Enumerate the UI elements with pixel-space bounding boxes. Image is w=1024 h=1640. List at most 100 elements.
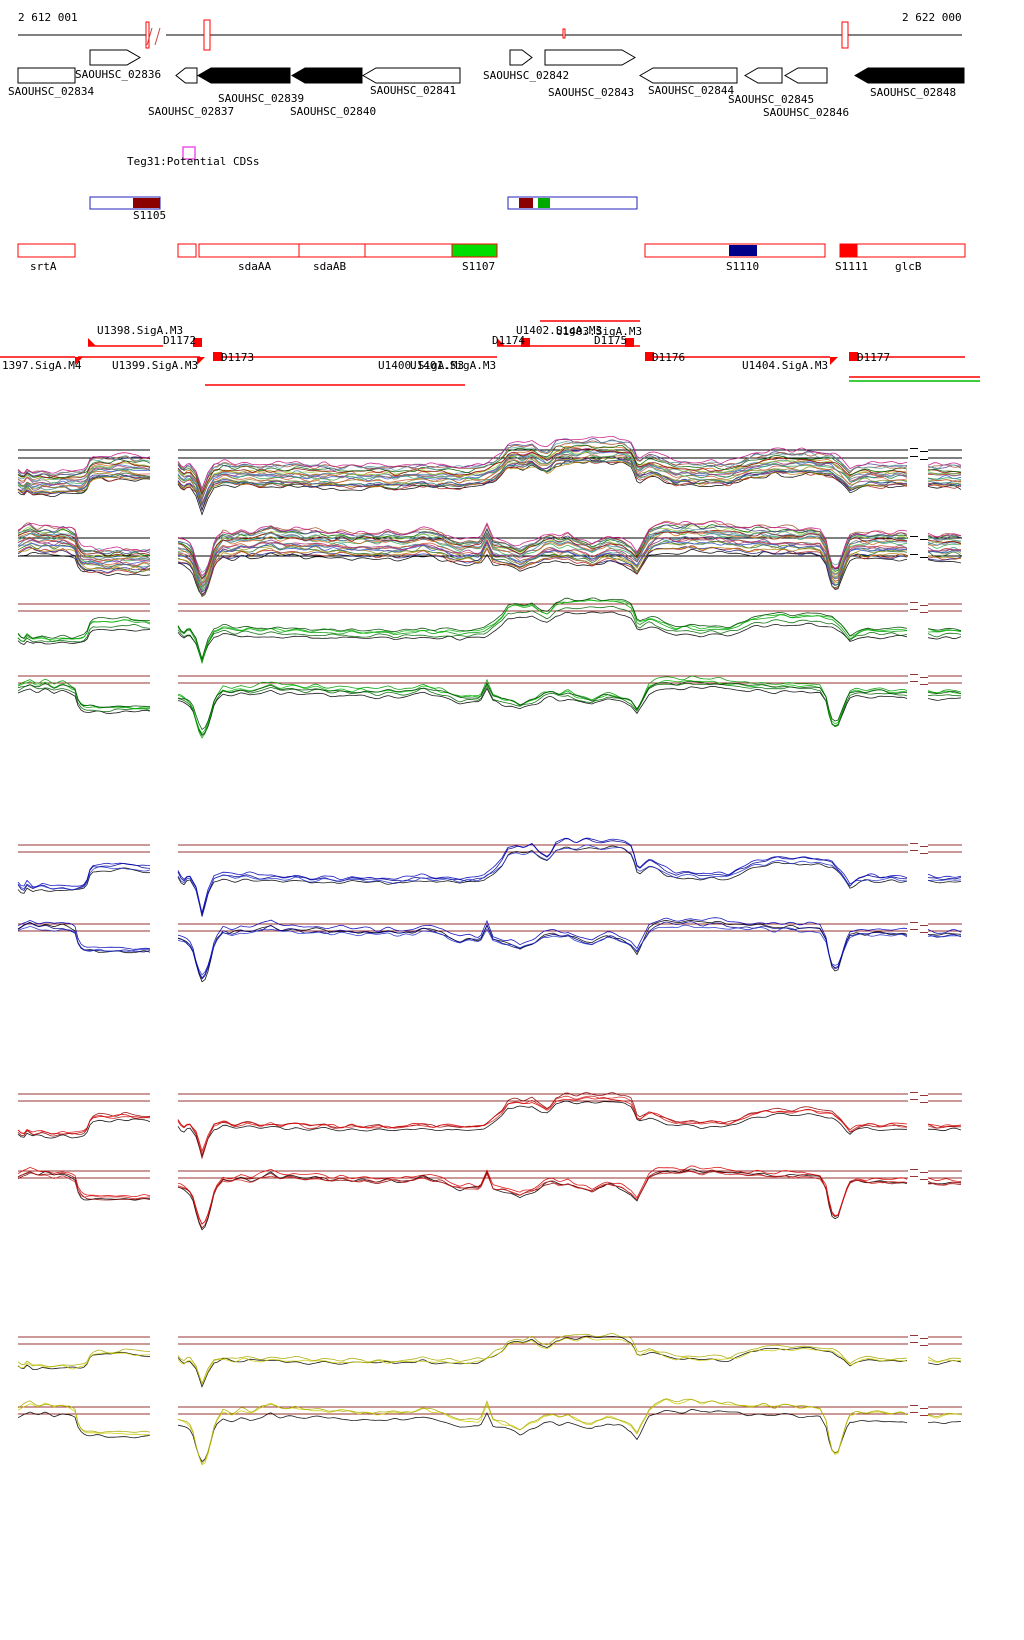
tu-flag	[75, 357, 83, 365]
tu-label: 1397.SigA.M4	[2, 359, 82, 372]
signal-line-all-samples-multicolor	[17, 529, 962, 590]
gene-arrow-saouhsc_02839[interactable]	[196, 67, 291, 84]
gene-arrow-saouhsc_02848[interactable]	[853, 67, 965, 84]
signal-line-green-series	[17, 611, 962, 663]
feature-box[interactable]	[451, 243, 498, 258]
feature-box[interactable]	[17, 243, 76, 258]
axis-red-marker	[203, 19, 211, 51]
feature-label: S1110	[726, 260, 760, 273]
segment-box-sub	[133, 198, 160, 208]
axis-break-slash	[146, 27, 153, 46]
signal-line-red-series	[17, 1100, 962, 1158]
tu-label: U1402.SigA.M3	[516, 324, 603, 337]
feature-label: sdaAA	[238, 260, 272, 273]
signal-line-all-samples-multicolor	[17, 541, 962, 586]
gene-label: SAOUHSC_02842	[483, 69, 570, 82]
tu-label: U1401.SigA.M3	[410, 359, 497, 372]
signal-line-red-series	[17, 1095, 962, 1156]
tu-flag	[197, 357, 205, 365]
gene-label: SAOUHSC_02845	[728, 93, 815, 106]
signal-line-all-samples-multicolor	[17, 520, 962, 577]
tu-label: U1398.SigA.M3	[97, 324, 184, 337]
signal-line-green-series	[17, 597, 962, 661]
tu-label: D1177	[857, 351, 891, 364]
axis-left-coordinate: 2 612 001	[18, 11, 78, 24]
signal-line-red-series	[17, 1096, 962, 1153]
tu-start-box[interactable]	[645, 352, 654, 361]
signal-line-blue-series	[17, 838, 962, 917]
signal-line-blue-series	[17, 837, 962, 913]
gene-label: SAOUHSC_02844	[648, 84, 735, 97]
tu-flag	[497, 338, 505, 346]
signal-line-blue-series	[17, 844, 962, 916]
feature-label: srtA	[30, 260, 57, 273]
signal-line-all-samples-multicolor	[17, 444, 962, 494]
tu-start-box[interactable]	[849, 352, 858, 361]
signal-line-red-series	[17, 1169, 962, 1229]
feature-label: sdaAB	[313, 260, 347, 273]
axis-red-marker	[145, 21, 150, 49]
signal-line-red-series	[17, 1170, 962, 1225]
signal-line-yellow-series	[17, 1332, 962, 1385]
axis-right-coordinate: 2 622 000	[902, 11, 962, 24]
signal-line-blue-series	[17, 917, 962, 979]
tu-label: D1173	[221, 351, 255, 364]
segment-label: S1105	[133, 209, 167, 222]
axis-red-marker	[562, 28, 566, 39]
segment-box-sub	[519, 198, 533, 208]
feature-box[interactable]	[177, 243, 197, 258]
gene-arrow-saouhsc_02843[interactable]	[544, 49, 637, 66]
signal-line-all-samples-multicolor	[17, 536, 962, 588]
signal-line-all-samples-multicolor	[17, 527, 962, 573]
signal-line-all-samples-multicolor	[17, 537, 962, 584]
signal-line-all-samples-multicolor	[17, 546, 962, 592]
tu-label: D1174	[492, 334, 526, 347]
tu-label: D1172	[163, 334, 197, 347]
tu-label: D1175	[594, 334, 628, 347]
tu-label: U1399.SigA.M3	[112, 359, 199, 372]
tu-label: U1400.SigA.M3	[378, 359, 465, 372]
signal-line-yellow-series	[17, 1398, 962, 1465]
tu-label: U1404.SigA.M3	[742, 359, 829, 372]
signal-line-green-series	[17, 675, 962, 739]
feature-label: S1107	[462, 260, 496, 273]
gene-label: SAOUHSC_02840	[290, 105, 377, 118]
gene-label: SAOUHSC_02839	[218, 92, 305, 105]
gene-arrow-saouhsc_02844[interactable]	[638, 67, 738, 84]
gene-label: SAOUHSC_02836	[75, 68, 162, 81]
signal-line-green-series	[17, 605, 962, 663]
tu-start-box[interactable]	[193, 338, 202, 347]
gene-arrow-saouhsc_02841[interactable]	[361, 67, 461, 84]
signal-line-blue-series	[17, 921, 962, 980]
signal-line-blue-series	[17, 919, 962, 983]
teg31-cds-box[interactable]	[182, 146, 196, 160]
gene-arrow-saouhsc_02842[interactable]	[509, 49, 533, 66]
gene-arrow-saouhsc_02846[interactable]	[783, 67, 828, 84]
gene-arrow-saouhsc_02834[interactable]	[17, 67, 76, 84]
gene-arrow-saouhsc_02845[interactable]	[743, 67, 783, 84]
signal-line-green-series	[17, 682, 962, 737]
gene-arrow-saouhsc_02836[interactable]	[89, 49, 142, 66]
tu-start-box[interactable]	[625, 338, 634, 347]
signal-line-green-series	[17, 599, 962, 663]
tu-start-box[interactable]	[213, 352, 222, 361]
feature-box-sub	[729, 245, 757, 256]
feature-box[interactable]	[856, 243, 966, 258]
feature-box[interactable]	[839, 243, 858, 258]
tu-label: D1176	[652, 351, 686, 364]
gene-label: SAOUHSC_02848	[870, 86, 957, 99]
signal-line-blue-series	[17, 924, 961, 976]
gene-label: SAOUHSC_02841	[370, 84, 457, 97]
signal-line-green-series	[17, 680, 962, 730]
gene-arrow-saouhsc_02837[interactable]	[175, 67, 198, 84]
signal-line-green-series	[17, 599, 962, 665]
gene-label: SAOUHSC_02846	[763, 106, 850, 119]
signal-line-green-series	[17, 685, 962, 736]
signal-line-red-series	[17, 1165, 962, 1225]
tu-start-box[interactable]	[521, 338, 530, 347]
gene-label: SAOUHSC_02834	[8, 85, 95, 98]
feature-box[interactable]	[198, 243, 461, 258]
gene-arrow-saouhsc_02840[interactable]	[290, 67, 363, 84]
feature-label: S1111	[835, 260, 869, 273]
teg31-label: Teg31:Potential CDSs	[127, 155, 260, 168]
